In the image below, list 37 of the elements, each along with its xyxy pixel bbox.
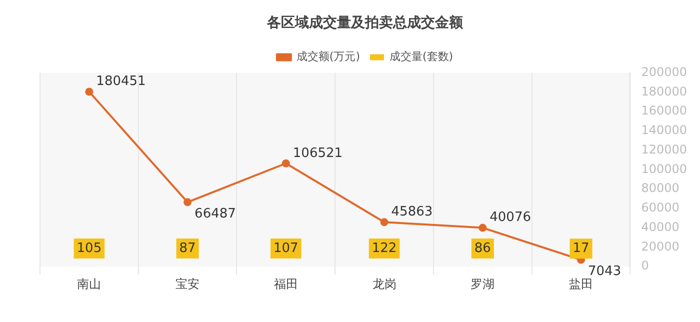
data-label: 17 xyxy=(572,240,590,256)
point xyxy=(478,224,487,232)
y-tick-label: 20000 xyxy=(641,239,680,254)
x-tick-label: 罗湖 xyxy=(470,276,495,291)
data-label: 45863 xyxy=(391,204,433,220)
data-label: 180451 xyxy=(96,74,146,90)
data-label: 107 xyxy=(274,240,298,256)
data-label: 105 xyxy=(76,240,102,256)
y-tick-label: 80000 xyxy=(641,181,680,196)
y-tick-label: 100000 xyxy=(641,162,688,176)
point xyxy=(380,218,388,226)
data-label: 40076 xyxy=(490,210,532,226)
x-tick-label: 宝安 xyxy=(176,276,200,291)
y-tick-label: 180000 xyxy=(641,84,688,98)
data-label: 7043 xyxy=(588,264,622,280)
y-tick-label: 160000 xyxy=(641,104,688,118)
legend-label: 成交量(套数) xyxy=(390,50,454,64)
y-tick-label: 200000 xyxy=(641,64,688,79)
data-label: 86 xyxy=(474,240,491,256)
x-tick-label: 龙岗 xyxy=(372,276,396,291)
x-tick-label: 盐田 xyxy=(569,276,594,291)
y-tick-label: 120000 xyxy=(641,142,688,156)
point xyxy=(282,159,290,168)
x-tick-label: 南山 xyxy=(77,276,102,291)
data-label: 106521 xyxy=(292,146,343,161)
data-label: 66487 xyxy=(194,206,236,222)
x-tick-label: 福田 xyxy=(274,276,298,291)
point xyxy=(184,198,192,206)
data-label: 87 xyxy=(179,240,196,256)
point xyxy=(85,88,94,96)
y-tick-label: 0 xyxy=(641,258,649,273)
y-tick-label: 140000 xyxy=(641,123,688,138)
y-tick-label: 60000 xyxy=(641,200,680,215)
data-label: 122 xyxy=(372,240,397,256)
legend-label: 成交额(万元) xyxy=(296,50,360,64)
y-tick-label: 40000 xyxy=(641,220,680,234)
chart-title: 各区域成交量及拍卖总成交金额 xyxy=(266,14,464,32)
